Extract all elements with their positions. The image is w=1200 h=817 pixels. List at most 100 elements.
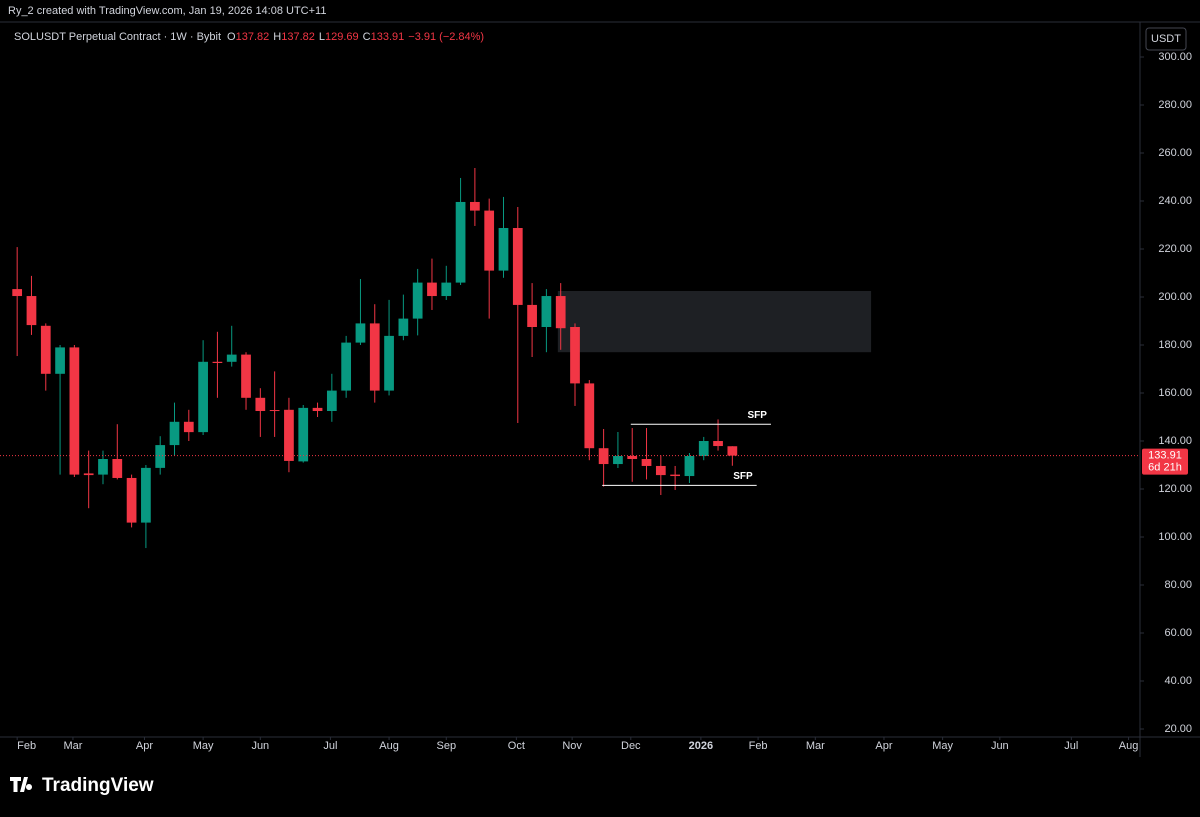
candle-body [269,410,280,412]
x-tick-label: Apr [136,740,153,752]
y-tick-label: 300.00 [1158,51,1192,63]
candle-body [98,459,108,475]
candle-body [326,390,337,412]
y-tick-label: 240.00 [1158,195,1192,207]
ohlc-value: 137.82 [236,31,270,43]
candle-body [727,446,738,456]
candle-body [541,296,552,328]
x-tick-label: Oct [508,740,525,752]
x-tick-label: Jun [991,740,1009,752]
x-tick-label: Sep [436,740,456,752]
candle-body [427,282,437,297]
candle-body [470,201,480,211]
x-tick-label: Jul [1064,740,1078,752]
candle-body [284,409,294,461]
x-tick-label: Jun [251,740,269,752]
candle-body [613,456,623,465]
currency-button[interactable] [1145,27,1187,51]
candle-body [69,347,80,475]
candle-body [412,282,423,319]
ohlc-label: H [273,31,281,43]
candle-body [498,228,509,271]
x-tick-label: Mar [806,740,825,752]
x-tick-label: Aug [379,740,399,752]
y-tick-label: 20.00 [1164,723,1192,735]
candle-body [384,335,394,391]
candle-body [298,407,309,462]
y-tick-label: 100.00 [1158,531,1192,543]
candle-body [169,421,180,446]
y-tick-label: 200.00 [1158,291,1192,303]
candle-body [112,459,123,478]
candle-body [555,296,566,329]
candle-body [598,448,609,465]
candle-body [341,342,352,391]
candle-body [355,323,366,343]
currency: USDT [1151,33,1181,45]
x-tick-label: May [193,740,214,752]
annotation: SFP [733,471,753,482]
ohlc-value: 133.91 [371,31,405,43]
change: −3.91 (−2.84%) [408,31,484,43]
y-tick-label: 60.00 [1164,627,1192,639]
candle-body [12,289,23,297]
y-tick-label: 120.00 [1158,483,1192,495]
x-tick-label: Apr [875,740,892,752]
candle-body [212,361,223,364]
y-tick-label: 140.00 [1158,435,1192,447]
candle-body [369,323,380,391]
candle-body [26,296,37,326]
x-tick-label: May [932,740,953,752]
candle-body [241,354,251,398]
candle-body [312,407,323,412]
candle-body [570,327,580,384]
x-tick-label: Dec [621,740,641,752]
price-label-box [1142,448,1188,475]
candle-body [684,456,695,477]
candle-body [527,304,537,328]
candle-body [255,397,266,412]
ohlc-label: C [363,31,371,43]
logo-text: TradingView [42,775,154,796]
candle-body [512,228,523,305]
candle-body [40,325,51,374]
y-tick-label: 180.00 [1158,339,1192,351]
zone [557,291,872,353]
x-tick-label: Nov [562,740,582,752]
candle-body [83,473,94,476]
x-tick-label: Feb [749,740,768,752]
x-tick-label: Feb [17,740,36,752]
price-label: 133.91 [1148,450,1182,462]
candle-body [183,421,194,433]
candle-body [627,456,638,460]
ohlc-value: 129.69 [325,31,359,43]
y-tick-label: 160.00 [1158,387,1192,399]
y-tick-label: 40.00 [1164,675,1192,687]
candle-body [484,210,495,271]
candle-body [641,459,652,466]
candle-body [55,347,65,374]
candle-body [670,474,680,477]
candle-body [655,465,666,476]
symbol: SOLUSDT Perpetual Contract · 1W · Bybit [14,31,221,43]
candle-body [455,201,466,283]
candle-body [398,318,409,336]
ohlc-label: O [227,31,236,43]
candle-body [713,441,723,447]
y-tick-label: 80.00 [1164,579,1192,591]
candle-body [584,383,595,449]
logo [10,777,33,792]
credit: Ry_2 created with TradingView.com, Jan 1… [8,5,326,17]
x-tick-label: Aug [1119,740,1139,752]
annotation: SFP [748,410,768,421]
candle-body [126,477,137,523]
y-tick-label: 220.00 [1158,243,1192,255]
candle-body [141,467,151,523]
y-tick-label: 280.00 [1158,99,1192,111]
candle-body [198,361,208,433]
x-tick-label: Jul [323,740,337,752]
y-tick-label: 260.00 [1158,147,1192,159]
candle-body [226,354,237,362]
